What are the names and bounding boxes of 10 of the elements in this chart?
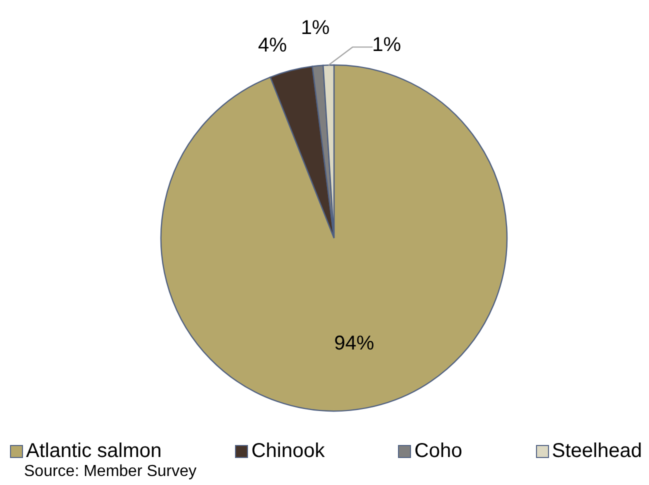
pie-slice <box>160 64 508 412</box>
data-label: 1% <box>300 16 330 39</box>
source-note: Source: Member Survey <box>24 463 197 481</box>
data-label: 1% <box>372 34 402 56</box>
legend-label: Atlantic salmon <box>26 440 162 462</box>
legend-label: Steelhead <box>552 440 642 462</box>
legend-label: Coho <box>414 440 462 462</box>
legend-label: Chinook <box>251 440 325 462</box>
data-label: 4% <box>258 34 288 56</box>
data-label: 94% <box>334 332 374 354</box>
